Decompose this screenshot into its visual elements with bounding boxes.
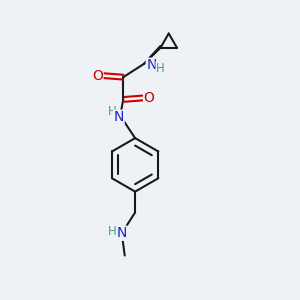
Text: N: N <box>146 58 157 72</box>
Text: N: N <box>114 110 124 124</box>
Text: O: O <box>92 69 103 83</box>
Text: N: N <box>117 226 127 240</box>
Text: O: O <box>144 91 154 105</box>
Text: H: H <box>108 225 117 238</box>
Text: H: H <box>108 106 116 118</box>
Text: H: H <box>156 62 165 75</box>
